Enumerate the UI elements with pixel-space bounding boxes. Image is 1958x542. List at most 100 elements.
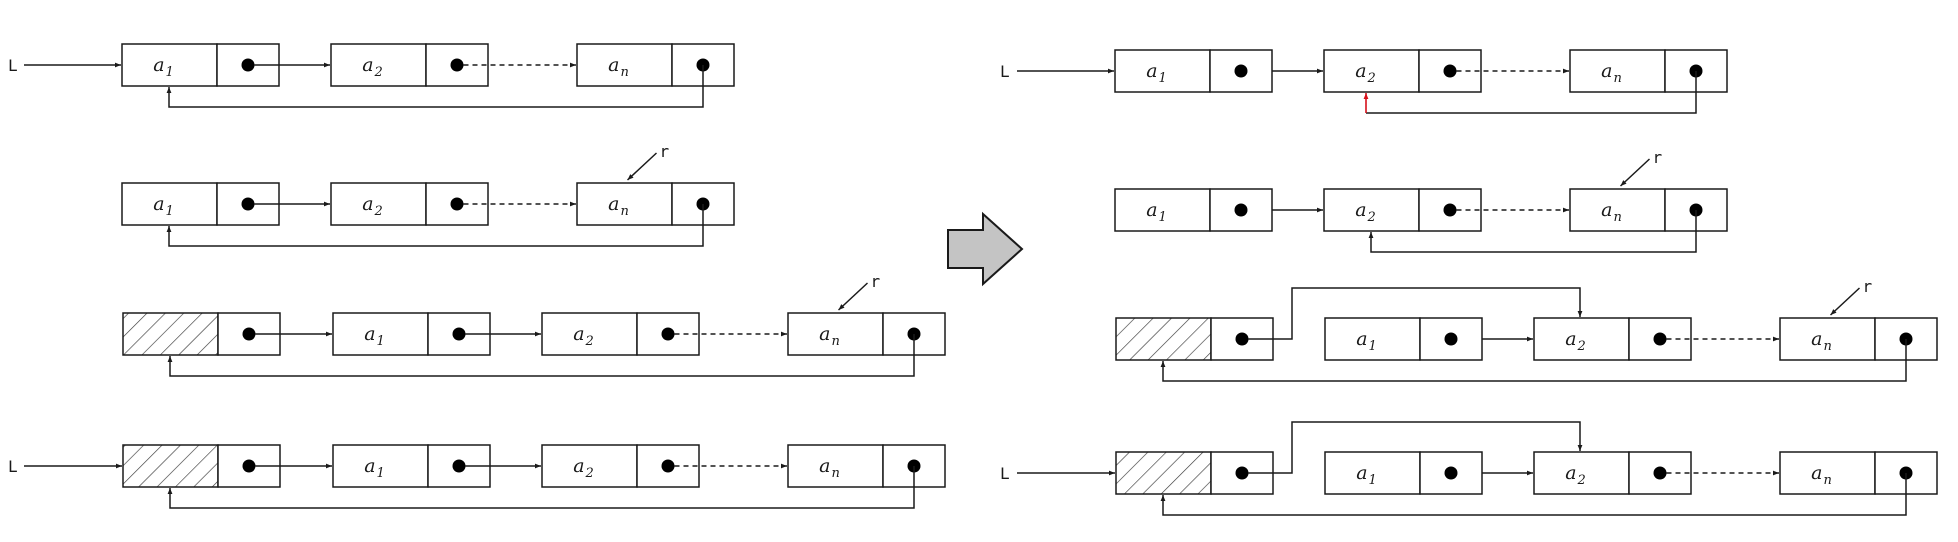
node-label-subscript: 1 [1159, 210, 1167, 225]
pointer-field [1209, 188, 1273, 232]
node: a2 [1533, 317, 1692, 361]
node-label: an [819, 455, 840, 481]
node-label: a2 [1565, 328, 1586, 354]
node-label-base: a [153, 193, 164, 215]
node: a2 [1323, 49, 1482, 93]
node-label-subscript: n [1613, 210, 1621, 225]
node-label-subscript: 2 [374, 204, 383, 219]
tail-pointer-label: r [871, 272, 881, 291]
header-skip-link [1248, 287, 1583, 340]
node-label: an [1811, 462, 1832, 488]
node: a2 [541, 444, 700, 488]
head-pointer-label: L [8, 457, 18, 476]
pointer-dot [1444, 332, 1458, 346]
circular-back-link [166, 65, 704, 108]
node-label-base: a [364, 323, 375, 345]
data-field [332, 444, 429, 488]
node: a2 [1533, 451, 1692, 495]
data-field [576, 182, 673, 226]
node: a2 [330, 43, 489, 87]
tail-pointer-arrow [1829, 287, 1861, 316]
node: an [787, 444, 946, 488]
tail-pointer-label: r [660, 142, 670, 161]
node-label-subscript: n [831, 466, 839, 481]
header-data-field [1115, 317, 1212, 361]
node: a1 [1324, 317, 1483, 361]
list-row: a1 a2 anr [1114, 148, 1728, 253]
node-label-base: a [1565, 328, 1576, 350]
circular-back-link [1160, 339, 1907, 382]
pointer-dot [1234, 203, 1248, 217]
pointer-dot [241, 58, 255, 72]
node-label: an [608, 193, 629, 219]
pointer-dot [1443, 64, 1457, 78]
pointer-dot [452, 459, 466, 473]
node: a2 [541, 312, 700, 356]
node: an [576, 43, 735, 87]
node-label-subscript: 1 [377, 466, 385, 481]
pointer-dot [241, 197, 255, 211]
node-label: a2 [362, 54, 383, 80]
tail-pointer-label: r [1863, 277, 1873, 296]
node-label-subscript: 2 [1577, 339, 1586, 354]
node-label: an [1811, 328, 1832, 354]
tail-pointer-arrow [1619, 158, 1651, 187]
list-row: a1 a2 anr [1115, 277, 1938, 382]
node-label: an [819, 323, 840, 349]
pointer-dot [1234, 64, 1248, 78]
node-label: a1 [364, 455, 385, 481]
node: a1 [332, 444, 491, 488]
pointer-dot [661, 327, 675, 341]
node-label-base: a [364, 455, 375, 477]
pointer-dot [450, 197, 464, 211]
node-label-base: a [1811, 462, 1822, 484]
node-label-base: a [153, 54, 164, 76]
data-field [576, 43, 673, 87]
header-data-field [1115, 451, 1212, 495]
node-label-subscript: 2 [585, 466, 594, 481]
node-label: a1 [1356, 462, 1377, 488]
pointer-field [1418, 188, 1482, 232]
node-label-base: a [573, 455, 584, 477]
data-field [1114, 188, 1211, 232]
node-label-base: a [362, 193, 373, 215]
node-label-subscript: n [620, 204, 628, 219]
node-label-subscript: 1 [166, 204, 174, 219]
node-label-subscript: 1 [1369, 473, 1377, 488]
node-label-base: a [1146, 60, 1157, 82]
node: an [1779, 317, 1938, 361]
node-label-subscript: n [1613, 71, 1621, 86]
node-label: a1 [1356, 328, 1377, 354]
node-label-base: a [819, 323, 830, 345]
node-label-subscript: n [1823, 339, 1831, 354]
node-label-subscript: n [831, 334, 839, 349]
circular-back-link [166, 204, 704, 247]
node-label-base: a [608, 54, 619, 76]
node-label: a1 [1146, 199, 1167, 225]
data-field [541, 312, 638, 356]
pointer-dot [1653, 332, 1667, 346]
node-label-subscript: 1 [1369, 339, 1377, 354]
pointer-dot [1235, 332, 1249, 346]
pointer-dot [1444, 466, 1458, 480]
node: an [1779, 451, 1938, 495]
node-label: a1 [364, 323, 385, 349]
data-field [330, 43, 427, 87]
head-pointer-label: L [1000, 62, 1010, 81]
data-field [1779, 317, 1876, 361]
node-label-subscript: n [620, 65, 628, 80]
node-label-base: a [1601, 199, 1612, 221]
tail-pointer-arrow [837, 282, 869, 311]
list-row: a1 a2 anr [122, 272, 946, 377]
node-label-subscript: 2 [374, 65, 383, 80]
node: a1 [1324, 451, 1483, 495]
node-label-subscript: 1 [166, 65, 174, 80]
pointer-dot [1653, 466, 1667, 480]
circular-back-link [1368, 210, 1697, 253]
node-label-subscript: 2 [1577, 473, 1586, 488]
node-label: a2 [573, 455, 594, 481]
node-label: a2 [573, 323, 594, 349]
node: a2 [1323, 188, 1482, 232]
